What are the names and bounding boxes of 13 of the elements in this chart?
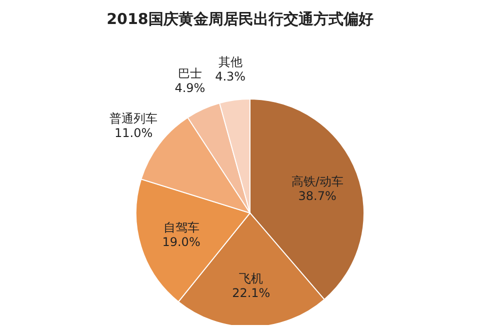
slice-label: 高铁/动车 bbox=[291, 174, 344, 189]
slice-label: 其他 bbox=[218, 55, 242, 70]
chart-title: 2018国庆黄金周居民出行交通方式偏好 bbox=[106, 9, 374, 30]
slice-label: 巴士 bbox=[178, 66, 202, 81]
slice-label: 飞机 bbox=[239, 271, 264, 286]
slice-label: 普通列车 bbox=[110, 112, 158, 126]
data-label: 19.0% bbox=[162, 234, 200, 249]
data-label: 11.0% bbox=[114, 126, 153, 140]
data-label: 4.9% bbox=[174, 81, 206, 96]
slice-label: 自驾车 bbox=[163, 220, 200, 234]
data-label: 22.1% bbox=[232, 286, 270, 300]
data-label: 4.3% bbox=[215, 69, 246, 84]
data-label: 38.7% bbox=[298, 189, 336, 204]
